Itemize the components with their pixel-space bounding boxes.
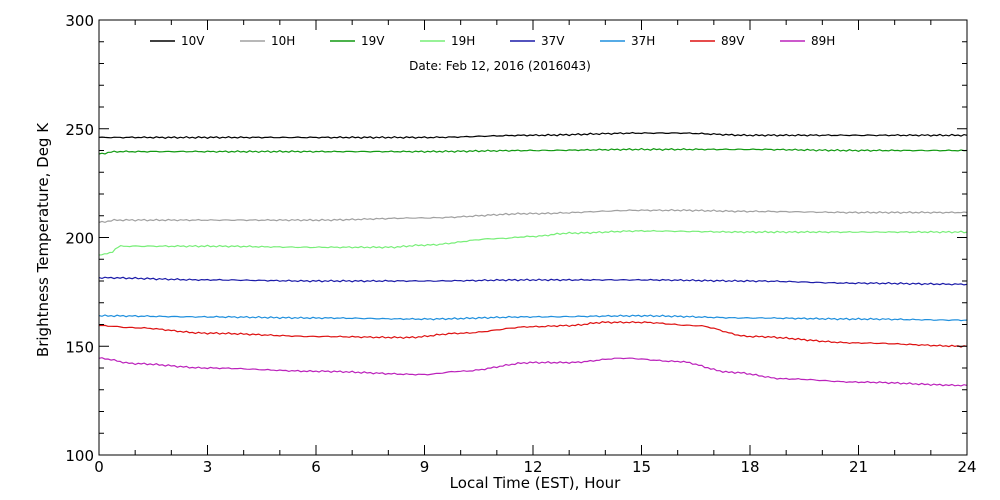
date-label: Date: Feb 12, 2016 (2016043) bbox=[409, 59, 591, 73]
x-tick-label: 21 bbox=[849, 458, 868, 476]
legend-label-10h: 10H bbox=[271, 34, 295, 48]
y-tick-label: 200 bbox=[65, 230, 94, 248]
y-tick-label: 100 bbox=[65, 447, 94, 465]
x-tick-label: 15 bbox=[632, 458, 651, 476]
series-layer bbox=[98, 131, 968, 387]
x-tick-label: 9 bbox=[420, 458, 430, 476]
legend-label-89v: 89V bbox=[721, 34, 745, 48]
series-line-10v bbox=[98, 131, 968, 139]
series-line-89h bbox=[98, 357, 968, 387]
x-tick-label: 18 bbox=[740, 458, 759, 476]
x-axis-title: Local Time (EST), Hour bbox=[450, 474, 621, 492]
y-tick-label: 250 bbox=[65, 121, 94, 139]
x-tick-label: 0 bbox=[94, 458, 104, 476]
x-tick-label: 6 bbox=[311, 458, 321, 476]
legend-label-19h: 19H bbox=[451, 34, 475, 48]
x-tick-label: 3 bbox=[203, 458, 213, 476]
y-tick-label: 150 bbox=[65, 338, 94, 356]
y-axis-title: Brightness Temperature, Deg K bbox=[34, 122, 52, 357]
series-line-10h bbox=[98, 208, 968, 224]
x-tick-label: 24 bbox=[957, 458, 976, 476]
series-line-37v bbox=[98, 276, 968, 286]
legend: 10V 10H 19V 19H 37V 37H 89V 89H bbox=[150, 34, 835, 48]
legend-label-37v: 37V bbox=[541, 34, 565, 48]
series-line-37h bbox=[98, 314, 968, 322]
series-line-89v bbox=[99, 320, 968, 348]
legend-label-89h: 89H bbox=[811, 34, 835, 48]
legend-label-19v: 19V bbox=[361, 34, 385, 48]
legend-label-10v: 10V bbox=[181, 34, 205, 48]
axes-layer: 0 3 6 9 12 15 18 21 24 100 150 200 250 300 bbox=[65, 12, 976, 476]
series-line-19h bbox=[98, 229, 968, 256]
series-line-19v bbox=[98, 147, 968, 155]
y-tick-label: 300 bbox=[65, 12, 94, 30]
x-tick-label: 12 bbox=[523, 458, 542, 476]
legend-label-37h: 37H bbox=[631, 34, 655, 48]
